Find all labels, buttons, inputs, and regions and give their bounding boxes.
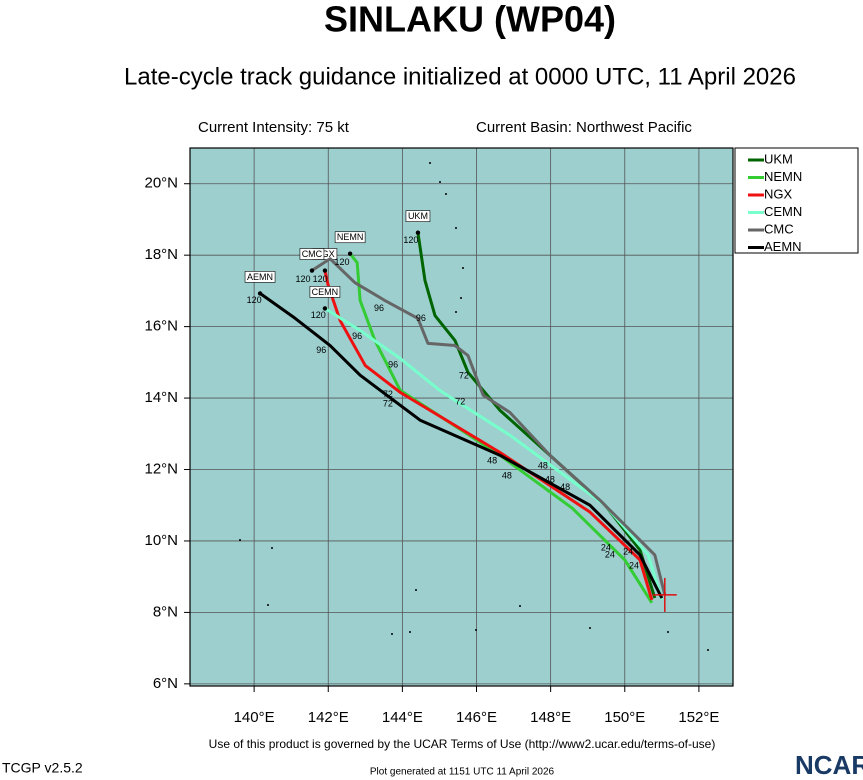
hour-label: 72 [383,399,393,409]
y-tick-label: 20°N [144,175,178,192]
track-name: CEMN [312,287,339,297]
island [455,227,457,229]
x-tick-label: 150°E [604,709,645,726]
y-tick-label: 18°N [144,246,178,263]
island [267,604,269,606]
hour-label: 72 [455,397,465,407]
island [415,589,417,591]
island [391,633,393,635]
hour-label: 96 [316,345,326,355]
island [455,311,457,313]
hour-label: 72 [459,371,469,381]
version: TCGP v2.5.2 [2,760,83,776]
y-tick-label: 14°N [144,389,178,406]
island [460,297,462,299]
hour-label: 96 [374,303,384,313]
hour-label: 96 [416,313,426,323]
hour-label: 24 [601,542,611,552]
x-tick-label: 152°E [678,709,719,726]
island [439,181,441,183]
track-end [322,306,328,311]
island [271,547,273,549]
island [462,267,464,269]
hour-label: 120 [403,235,418,245]
island [429,162,431,164]
hour-label: 120 [247,295,262,305]
x-tick-label: 144°E [382,709,423,726]
legend-label: CMC [764,221,794,236]
hour-label: 48 [502,471,512,481]
hour-label: 48 [560,482,570,492]
track-end [322,268,328,273]
legend-label: UKM [764,151,793,166]
island [239,539,241,541]
track-name: AEMN [247,272,273,282]
track-end [347,251,353,256]
legend-frame [734,147,859,254]
y-tick-label: 8°N [153,603,178,620]
track-name: NGX [315,249,335,259]
track-end [257,291,263,296]
x-tick-label: 146°E [456,709,497,726]
hour-label: 120 [311,310,326,320]
terms: Use of this product is governed by the U… [209,737,716,751]
hour-label: 48 [538,461,548,471]
track-line [348,252,654,604]
hour-label: 24 [605,549,615,559]
hour-label: 24 [623,546,633,556]
island [667,631,669,633]
title: SINLAKU (WP04) [324,0,616,40]
x-tick-label: 140°E [234,709,275,726]
island [445,193,447,195]
hour-label: 120 [313,274,328,284]
intensity: Current Intensity: 75 kt [198,119,350,136]
track-name: UKM [408,211,428,221]
map-background [190,148,733,686]
hour-label: 120 [334,257,349,267]
island [475,629,477,631]
y-tick-label: 10°N [144,532,178,549]
logo: NCAR [795,750,863,780]
track-name-box [244,271,276,283]
island [519,605,521,607]
track-end [415,230,421,235]
y-tick-label: 12°N [144,460,178,477]
track-line [311,257,667,596]
y-tick-label: 16°N [144,318,178,335]
hour-label: 24 [629,560,639,570]
legend-label: NGX [764,186,793,201]
hour-label: 120 [296,274,311,284]
y-tick-label: 6°N [153,675,178,692]
track-end [309,268,315,273]
track-name: NEMN [337,232,364,242]
legend-label: AEMN [764,239,802,254]
legend-label: CEMN [764,204,802,219]
track-name-box [299,248,325,260]
track-name-box [309,286,341,298]
map-frame [189,147,734,687]
hour-label: 48 [545,475,555,485]
island [707,649,709,651]
legend-label: NEMN [764,169,802,184]
subtitle: Late-cycle track guidance initialized at… [124,63,796,90]
x-tick-label: 142°E [308,709,349,726]
basin: Current Basin: Northwest Pacific [476,119,692,136]
hour-label: 72 [383,389,393,399]
track-name: CMC [302,249,323,259]
x-tick-label: 148°E [530,709,571,726]
hour-label: 96 [388,360,398,370]
hour-label: 96 [352,331,362,341]
track-line [324,307,664,601]
track-line [259,292,664,599]
track-name-box [405,210,431,222]
generated: Plot generated at 1151 UTC 11 April 2026 [370,767,555,778]
hour-label: 48 [487,456,497,466]
island [409,631,411,633]
island [589,627,591,629]
track-name-box [334,231,366,244]
